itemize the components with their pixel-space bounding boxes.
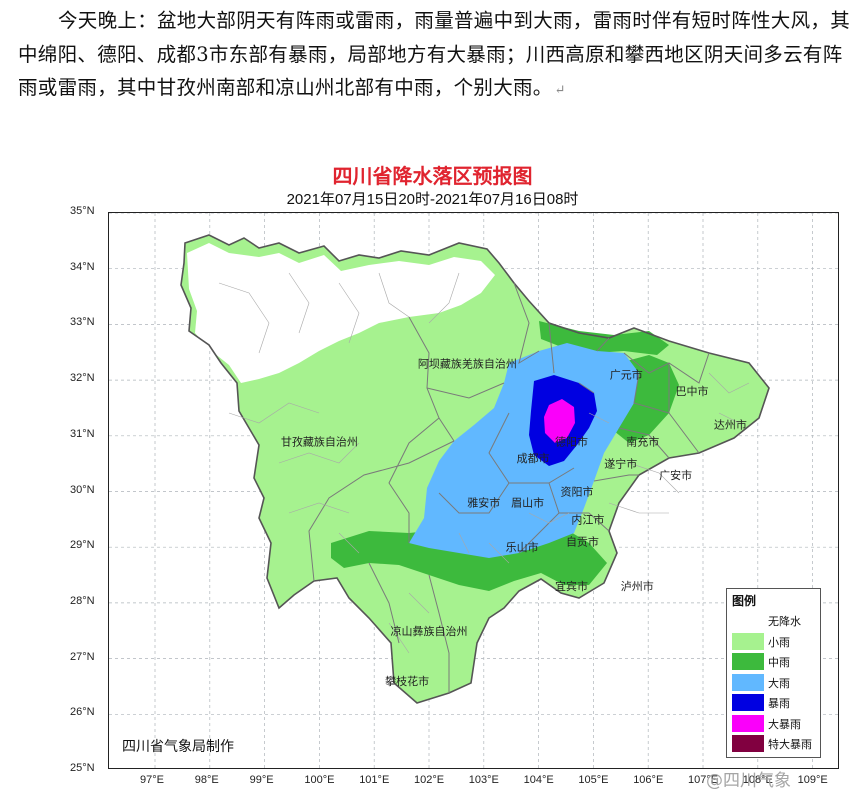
rainstorm-spot bbox=[575, 398, 585, 411]
admin-boundaries bbox=[180, 234, 770, 704]
region-label: 宜宾市 bbox=[555, 579, 588, 593]
region-label: 成都市 bbox=[517, 451, 550, 465]
region-label: 泸州市 bbox=[621, 579, 654, 593]
region-label: 自贡市 bbox=[566, 535, 599, 549]
legend-swatch bbox=[732, 694, 764, 711]
region-label: 南充市 bbox=[626, 434, 659, 448]
region-label: 眉山市 bbox=[511, 496, 544, 510]
map-legend: 图例 无降水小雨中雨大雨暴雨大暴雨特大暴雨 bbox=[726, 588, 821, 758]
precipitation-map: 阿坝藏族羌族自治州甘孜藏族自治州凉山彝族自治州攀枝花市 广元市巴中市南充市 达州市德… bbox=[108, 212, 839, 769]
legend-item: 大雨 bbox=[732, 673, 818, 692]
region-label: 攀枝花市 bbox=[385, 674, 429, 688]
longitude-tick-label: 107°E bbox=[688, 774, 719, 786]
region-label: 内江市 bbox=[571, 512, 604, 526]
legend-swatch bbox=[732, 673, 764, 691]
longitude-tick-label: 108°E bbox=[742, 774, 773, 786]
longitude-tick-label: 102°E bbox=[414, 774, 445, 786]
region-label: 甘孜藏族自治州 bbox=[281, 434, 358, 448]
legend-swatch bbox=[732, 735, 764, 752]
heavy-rainstorm-area bbox=[544, 399, 575, 443]
longitude-tick-label: 97°E bbox=[140, 774, 164, 786]
legend-swatch bbox=[732, 632, 764, 650]
legend-swatch bbox=[732, 714, 764, 732]
source-watermark: @四川气象 bbox=[706, 771, 791, 791]
legend-item: 小雨 bbox=[732, 632, 818, 651]
legend-label: 大暴雨 bbox=[768, 717, 801, 731]
latitude-tick-label: 25°N bbox=[70, 762, 95, 774]
legend-swatch bbox=[732, 612, 764, 629]
region-label: 广元市 bbox=[610, 368, 643, 382]
agency-label: 四川省气象局制作 bbox=[122, 739, 234, 755]
city-boundaries bbox=[308, 282, 710, 693]
longitude-tick-label: 105°E bbox=[578, 774, 609, 786]
latitude-tick-label: 30°N bbox=[70, 483, 95, 496]
legend-label: 大雨 bbox=[768, 676, 790, 690]
latitude-tick-label: 32°N bbox=[70, 372, 95, 385]
region-label: 德阳市 bbox=[555, 434, 588, 448]
legend-label: 特大暴雨 bbox=[768, 738, 812, 751]
map-subtitle: 2021年07月15日20时-2021年07月16日08时 bbox=[286, 191, 579, 208]
forecast-paragraph: 今天晚上：盆地大部阴天有阵雨或雷雨，雨量普遍中到大雨，雷雨时伴有短时阵性大风，其… bbox=[18, 4, 853, 108]
longitude-tick-label: 103°E bbox=[468, 774, 499, 786]
latitude-tick-label: 33°N bbox=[70, 316, 95, 329]
legend-item: 暴雨 bbox=[732, 693, 818, 712]
region-label: 资阳市 bbox=[560, 485, 593, 499]
county-boundaries bbox=[218, 272, 750, 654]
region-label: 遂宁市 bbox=[604, 457, 637, 471]
paragraph-mark: ↵ bbox=[554, 83, 566, 98]
legend-label: 无降水 bbox=[768, 615, 801, 628]
rain-zones bbox=[181, 235, 769, 703]
legend-item: 特大暴雨 bbox=[732, 734, 818, 753]
legend-swatch bbox=[732, 653, 764, 670]
latitude-tick-label: 26°N bbox=[70, 706, 95, 719]
legend-title: 图例 bbox=[732, 594, 757, 608]
longitude-tick-label: 99°E bbox=[249, 774, 274, 786]
map-title: 四川省降水落区预报图 bbox=[332, 164, 533, 188]
latitude-tick-label: 35°N bbox=[70, 205, 95, 217]
longitude-tick-label: 100°E bbox=[304, 774, 335, 786]
region-label: 乐山市 bbox=[506, 540, 539, 554]
plateau-no-rain-area bbox=[187, 243, 495, 383]
legend-item: 大暴雨 bbox=[732, 714, 818, 733]
region-label: 达州市 bbox=[714, 418, 747, 432]
forecast-text: 今天晚上：盆地大部阴天有阵雨或雷雨，雨量普遍中到大雨，雷雨时伴有短时阵性大风，其… bbox=[18, 9, 851, 99]
longitude-tick-label: 109°E bbox=[797, 774, 828, 786]
latitude-tick-label: 31°N bbox=[70, 427, 95, 440]
region-label: 雅安市 bbox=[467, 496, 500, 510]
latitude-tick-label: 28°N bbox=[70, 594, 95, 607]
legend-label: 小雨 bbox=[768, 635, 790, 649]
legend-item: 中雨 bbox=[732, 652, 818, 671]
province-boundary bbox=[180, 234, 770, 704]
legend-label: 中雨 bbox=[768, 656, 790, 669]
latitude-tick-label: 27°N bbox=[70, 650, 95, 663]
region-label: 阿坝藏族羌族自治州 bbox=[418, 356, 517, 370]
region-label: 巴中市 bbox=[676, 384, 709, 398]
legend-item: 无降水 bbox=[732, 611, 818, 630]
latitude-tick-label: 29°N bbox=[70, 539, 95, 552]
longitude-tick-label: 104°E bbox=[523, 774, 554, 786]
longitude-tick-label: 98°E bbox=[194, 774, 219, 786]
region-label: 凉山彝族自治州 bbox=[391, 624, 468, 638]
region-label: 广安市 bbox=[659, 468, 692, 482]
latitude-tick-label: 34°N bbox=[70, 260, 95, 273]
longitude-tick-label: 101°E bbox=[359, 774, 390, 786]
longitude-tick-label: 106°E bbox=[633, 774, 664, 786]
legend-label: 暴雨 bbox=[768, 697, 790, 710]
